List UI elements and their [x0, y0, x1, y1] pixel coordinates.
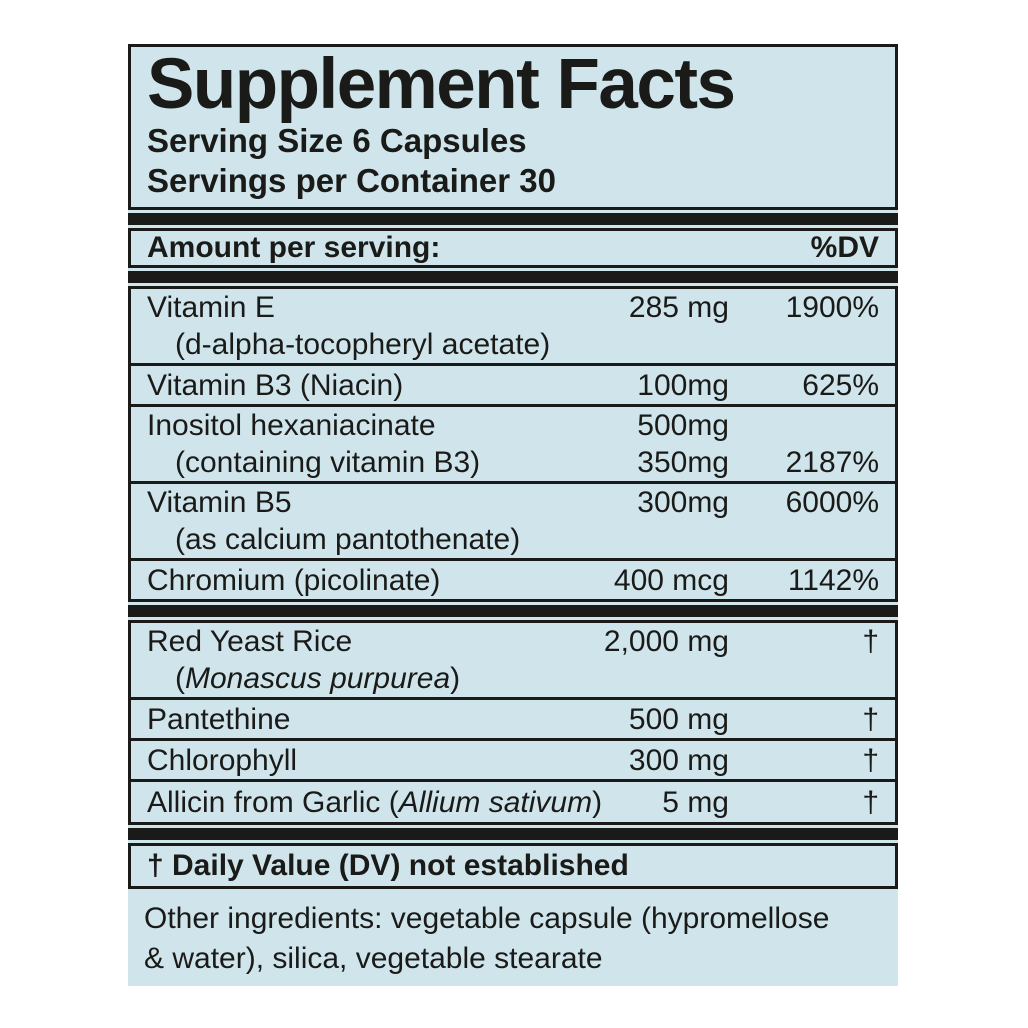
ingredient-amount: 300 mg: [628, 743, 729, 777]
other-ingredients-line: Other ingredients: vegetable capsule (hy…: [144, 902, 830, 935]
footnote-row: † Daily Value (DV) not established: [128, 843, 898, 889]
ingredient-amount: 400 mcg: [613, 563, 729, 597]
ingredient-name: Vitamin B5: [147, 486, 292, 519]
latin-name: Monascus purpurea: [185, 662, 451, 695]
ingredient-amount: 5 mg: [662, 785, 729, 819]
row-chromium: Chromium (picolinate) 400 mcg 1142%: [128, 558, 898, 602]
row-pantethine: Pantethine 500 mg †: [128, 697, 898, 741]
ingredient-dv: 1900%: [785, 291, 879, 324]
amount-per-serving-header: Amount per serving:: [147, 231, 441, 264]
ingredient-dv: 625%: [802, 368, 879, 402]
supplement-facts-label: Supplement Facts Serving Size 6 Capsules…: [128, 44, 898, 986]
other-ingredients-line: & water), silica, vegetable stearate: [144, 942, 603, 975]
ingredient-amount: 500mg: [637, 409, 729, 442]
ingredient-name: Red Yeast Rice: [147, 625, 353, 658]
ingredient-amount: 300mg: [637, 486, 729, 519]
ingredient-name: Chromium (picolinate): [147, 563, 441, 597]
ingredient-subname: (as calcium pantothenate): [175, 523, 521, 556]
ingredient-subname: (containing vitamin B3): [175, 446, 481, 479]
ingredient-dv: †: [862, 702, 879, 736]
ingredient-dv: †: [862, 785, 879, 819]
ingredient-name: Inositol hexaniacinate: [147, 409, 436, 442]
other-ingredients: Other ingredients: vegetable capsule (hy…: [128, 889, 898, 986]
row-vitamin-b3: Vitamin B3 (Niacin) 100mg 625%: [128, 363, 898, 407]
ingredient-name: Vitamin E: [147, 291, 275, 324]
ingredient-dv: 2187%: [785, 446, 879, 479]
ingredient-amount: 350mg: [637, 446, 729, 479]
ingredient-name: Pantethine: [147, 702, 291, 736]
divider-bar: [128, 271, 898, 283]
title-section: Supplement Facts Serving Size 6 Capsules…: [128, 44, 898, 210]
ingredient-amount: 2,000 mg: [603, 625, 729, 658]
ingredient-amount: 285 mg: [628, 291, 729, 324]
ingredient-amount: 500 mg: [628, 702, 729, 736]
divider-bar: [128, 605, 898, 617]
row-vitamin-e: Vitamin E 285 mg 1900% (d-alpha-tocopher…: [128, 286, 898, 366]
dv-header: %DV: [810, 231, 879, 264]
ingredient-dv: †: [862, 743, 879, 777]
row-inositol-hexaniacinate: Inositol hexaniacinate 500mg (containing…: [128, 404, 898, 484]
divider-bar: [128, 213, 898, 225]
dv-footnote: † Daily Value (DV) not established: [147, 849, 629, 882]
ingredient-subname: (Monascus purpurea): [175, 662, 461, 695]
serving-size: Serving Size 6 Capsules: [147, 122, 527, 159]
row-vitamin-b5: Vitamin B5 300mg 6000% (as calcium panto…: [128, 481, 898, 561]
divider-bar: [128, 828, 898, 840]
ingredient-dv: †: [862, 625, 879, 658]
row-chlorophyll: Chlorophyll 300 mg †: [128, 738, 898, 782]
ingredient-name: Allicin from Garlic (Allium sativum): [147, 785, 603, 819]
servings-per-container: Servings per Container 30: [147, 162, 556, 199]
column-header-row: Amount per serving: %DV: [128, 228, 898, 268]
page-title: Supplement Facts: [147, 45, 736, 124]
ingredient-dv: 6000%: [785, 486, 879, 519]
row-red-yeast-rice: Red Yeast Rice 2,000 mg † (Monascus purp…: [128, 620, 898, 700]
ingredient-subname: (d-alpha-tocopheryl acetate): [175, 328, 551, 361]
latin-name: Allium sativum: [398, 785, 593, 819]
ingredient-name: Chlorophyll: [147, 743, 298, 777]
row-allicin: Allicin from Garlic (Allium sativum) 5 m…: [128, 779, 898, 825]
ingredient-name: Vitamin B3 (Niacin): [147, 368, 404, 402]
ingredient-dv: 1142%: [787, 563, 879, 597]
ingredient-amount: 100mg: [637, 368, 729, 402]
